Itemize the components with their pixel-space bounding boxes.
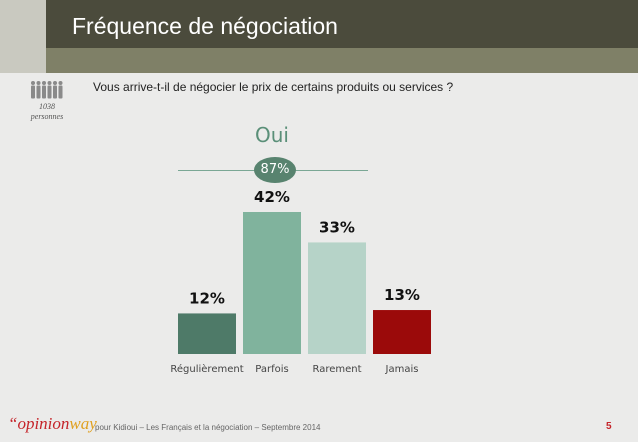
bar-3 [373, 310, 431, 354]
sample-count-unit: personnes [30, 112, 64, 121]
category-label: Régulièrement [170, 363, 243, 375]
header-stripe [0, 48, 638, 73]
sample-count-value: 1038 [39, 102, 55, 111]
people-icon [31, 81, 63, 99]
oui-total-badge: 87% [254, 157, 296, 183]
survey-question: Vous arrive-t-il de négocier le prix de … [93, 80, 454, 94]
logo-main-text: “opinion [8, 414, 70, 433]
page-title: Fréquence de négociation [72, 13, 338, 39]
data-label: 13% [384, 286, 420, 304]
category-label: Parfois [255, 364, 288, 375]
bar-1 [243, 212, 301, 354]
opinionway-logo: “opinionway [8, 414, 97, 434]
oui-label: Oui [255, 123, 289, 147]
sample-size: 1038 personnes [22, 102, 72, 122]
data-label: 42% [254, 188, 290, 206]
page-number: 5 [606, 421, 612, 432]
category-label: Jamais [385, 364, 419, 375]
bar-2 [308, 242, 366, 354]
data-label: 12% [189, 289, 225, 307]
category-label: Rarement [312, 364, 361, 375]
logo-accent-text: way [69, 414, 97, 433]
header-accent-block [0, 0, 46, 73]
bar-0 [178, 313, 236, 354]
footer-source: pour Kidioui – Les Français et la négoci… [95, 423, 321, 432]
header-band [0, 0, 638, 48]
data-label: 33% [319, 218, 355, 236]
